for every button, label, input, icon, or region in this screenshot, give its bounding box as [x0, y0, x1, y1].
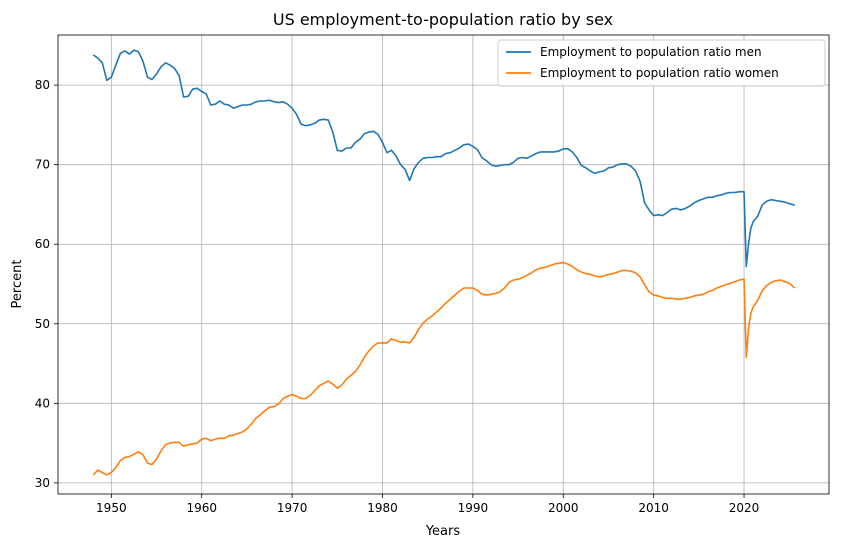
x-tick-label: 1990: [458, 501, 489, 515]
y-tick-label: 70: [35, 158, 50, 172]
x-axis-label: Years: [425, 524, 461, 539]
y-tick-label: 40: [35, 396, 50, 410]
y-tick-label: 80: [35, 78, 50, 92]
grid: [58, 35, 829, 494]
chart-title: US employment-to-population ratio by sex: [273, 10, 613, 29]
series-lines: [92, 49, 796, 476]
x-tick-label: 1980: [367, 501, 398, 515]
x-tick-label: 2010: [638, 501, 669, 515]
x-tick-label: 2000: [548, 501, 579, 515]
y-tick-label: 60: [35, 237, 50, 251]
y-tick-label: 50: [35, 317, 50, 331]
plot-frame: [57, 34, 830, 495]
legend-box: [497, 39, 826, 87]
x-tick-label: 1950: [96, 501, 127, 515]
series-line-0: [92, 49, 795, 268]
legend-label-1: Employment to population ratio women: [540, 66, 779, 80]
y-axis-label: Percent: [10, 260, 25, 309]
x-tick-label: 2020: [729, 501, 760, 515]
x-tick-label: 1960: [186, 501, 217, 515]
series-line-1: [92, 261, 796, 476]
legend-label-0: Employment to population ratio men: [540, 45, 762, 59]
y-axis: 30 40 50 60 70 80: [35, 78, 58, 490]
legend: Employment to population ratio men Employ…: [497, 39, 826, 87]
y-tick-label: 30: [35, 476, 50, 490]
x-tick-label: 1970: [277, 501, 308, 515]
x-axis: 1950 1960 1970 1980 1990 2000 2010 2020: [96, 494, 759, 515]
